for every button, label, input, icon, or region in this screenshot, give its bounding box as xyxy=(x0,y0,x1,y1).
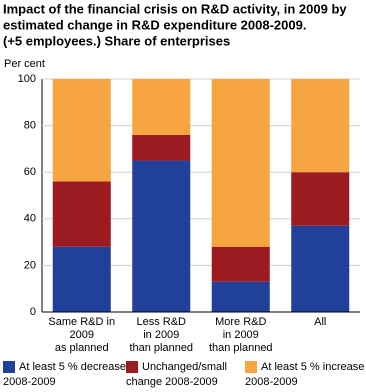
bar-segment xyxy=(291,225,350,312)
chart-title: (+5 employees.) Share of enterprises xyxy=(3,33,230,48)
x-tick-label: Less R&D xyxy=(136,316,186,328)
y-tick-label: 100 xyxy=(18,73,36,85)
legend-label: change 2008-2009 xyxy=(126,376,218,388)
y-tick-label: 60 xyxy=(24,166,36,178)
x-tick-label: in 2009 xyxy=(143,329,179,341)
bar-segment xyxy=(52,246,111,312)
bar-segment xyxy=(291,172,350,226)
bar-segment xyxy=(211,79,270,247)
legend-label: 2008-2009 xyxy=(245,376,298,388)
bar-segment xyxy=(132,160,191,312)
x-tick-label: Same R&D in xyxy=(48,316,115,328)
legend-swatch xyxy=(245,361,257,373)
bar-segment xyxy=(132,79,191,135)
y-tick-label: 40 xyxy=(24,213,36,225)
y-axis-label: Per cent xyxy=(4,58,45,70)
bar-segment xyxy=(52,181,111,247)
y-tick-label: 0 xyxy=(30,306,36,318)
bar-segment xyxy=(291,79,350,173)
x-tick-label: All xyxy=(314,316,326,328)
legend-label: At least 5 % increase xyxy=(261,361,364,373)
bar-segment xyxy=(132,134,191,161)
y-tick-label: 20 xyxy=(24,259,36,271)
y-tick-label: 80 xyxy=(24,120,36,132)
chart-title: estimated change in R&D expenditure 2008… xyxy=(3,17,306,32)
x-tick-label: 2009 xyxy=(70,329,94,341)
x-tick-label: as planned xyxy=(55,342,109,354)
x-tick-label: More R&D xyxy=(215,316,266,328)
chart-title: Impact of the financial crisis on R&D ac… xyxy=(3,1,347,16)
bar-segment xyxy=(211,281,270,312)
x-tick-label: in 2009 xyxy=(223,329,259,341)
bar-segment xyxy=(52,79,111,182)
legend-swatch xyxy=(126,361,138,373)
legend-label: Unchanged/small xyxy=(142,361,227,373)
x-tick-label: than planned xyxy=(129,342,193,354)
x-tick-label: than planned xyxy=(209,342,273,354)
legend-label: At least 5 % decrease xyxy=(19,361,126,373)
legend-swatch xyxy=(3,361,15,373)
bar-segment xyxy=(211,246,270,282)
legend-label: 2008-2009 xyxy=(3,376,56,388)
